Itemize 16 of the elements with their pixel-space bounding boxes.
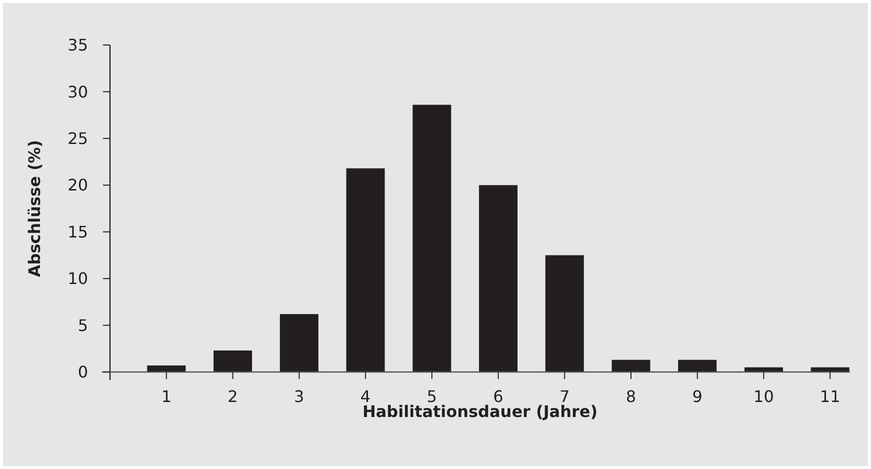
y-tick-label: 20 xyxy=(68,176,88,195)
x-tick-label: 11 xyxy=(820,387,840,406)
x-tick-label: 2 xyxy=(228,387,238,406)
x-tick-label: 9 xyxy=(692,387,702,406)
y-tick-label: 15 xyxy=(68,222,88,242)
y-axis-title: Abschlüsse (%) xyxy=(25,140,44,278)
x-tick-label: 10 xyxy=(754,387,774,406)
y-tick-label: 30 xyxy=(68,82,88,102)
x-tick-label: 3 xyxy=(294,387,304,406)
y-tick-label: 35 xyxy=(68,36,88,55)
y-tick-label: 5 xyxy=(78,316,88,335)
y-tick-label: 0 xyxy=(78,362,88,382)
x-tick-label: 1 xyxy=(161,387,172,406)
y-tick-label: 10 xyxy=(68,269,88,288)
x-tick-label: 8 xyxy=(626,387,636,406)
y-tick-label: 25 xyxy=(68,129,88,148)
